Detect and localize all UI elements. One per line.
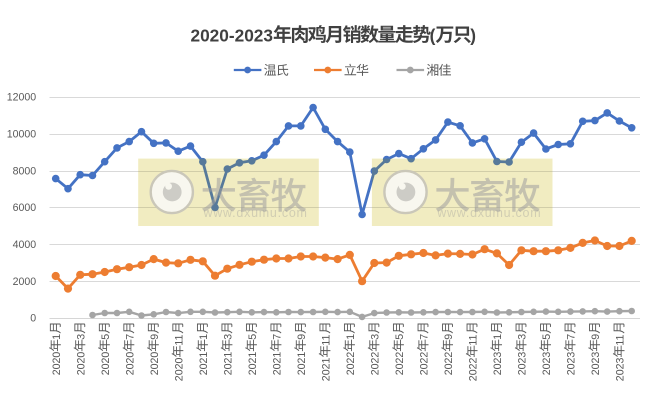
svg-text:2023: 2023 [517,352,529,376]
svg-text:11: 11 [615,334,627,345]
svg-text:9: 9 [443,334,455,340]
svg-text:12000: 12000 [7,92,37,104]
svg-text:1: 1 [51,334,63,340]
svg-text:2021: 2021 [271,352,283,376]
svg-text:2020-2023: 2020-2023 [191,25,274,45]
svg-text:11: 11 [468,334,480,345]
svg-text:1: 1 [492,334,504,340]
svg-text:2020: 2020 [100,352,112,376]
svg-text:9: 9 [296,334,308,340]
svg-text:3: 3 [517,334,529,340]
svg-text:2021: 2021 [320,358,332,382]
svg-text:2023: 2023 [590,352,602,376]
svg-text:2000: 2000 [13,276,37,288]
svg-text:4000: 4000 [13,239,37,251]
svg-text:7: 7 [124,334,136,340]
svg-text:2023: 2023 [615,358,627,382]
svg-text:3: 3 [369,334,381,340]
svg-text:10000: 10000 [7,129,37,141]
svg-text:9: 9 [149,334,161,340]
svg-text:2022: 2022 [468,358,480,382]
svg-text:2020: 2020 [51,352,63,376]
svg-text:1: 1 [345,334,357,340]
svg-text:2023: 2023 [492,352,504,376]
svg-text:2021: 2021 [247,352,259,376]
svg-text:7: 7 [271,334,283,340]
svg-text:2020: 2020 [124,352,136,376]
svg-text:2023: 2023 [541,352,553,376]
svg-text:11: 11 [320,334,332,345]
svg-text:2021: 2021 [222,352,234,376]
svg-text:2022: 2022 [394,352,406,376]
svg-text:2023: 2023 [566,352,578,376]
svg-text:11: 11 [173,334,185,345]
svg-text:2021: 2021 [296,352,308,376]
svg-text:www.dxumu.com: www.dxumu.com [203,206,308,220]
svg-text:2020: 2020 [75,352,87,376]
svg-text:7: 7 [566,334,578,340]
svg-text:0: 0 [30,313,36,325]
svg-text:2022: 2022 [345,352,357,376]
svg-text:7: 7 [419,334,431,340]
svg-text:2020: 2020 [149,352,161,376]
svg-text:5: 5 [541,334,553,340]
svg-text:2022: 2022 [369,352,381,376]
svg-text:8000: 8000 [13,165,37,177]
svg-text:2021: 2021 [198,352,210,376]
svg-text:www.dxumu.com: www.dxumu.com [436,206,541,220]
svg-text:2022: 2022 [419,352,431,376]
svg-text:5: 5 [394,334,406,340]
svg-text:2020: 2020 [173,358,185,382]
svg-text:5: 5 [247,334,259,340]
svg-text:5: 5 [100,334,112,340]
svg-text:2022: 2022 [443,352,455,376]
svg-text:3: 3 [75,334,87,340]
svg-text:(: ( [430,25,436,45]
svg-text:1: 1 [198,334,210,340]
svg-text:9: 9 [590,334,602,340]
svg-text:6000: 6000 [13,202,37,214]
svg-text:3: 3 [222,334,234,340]
svg-text:): ) [470,25,476,45]
